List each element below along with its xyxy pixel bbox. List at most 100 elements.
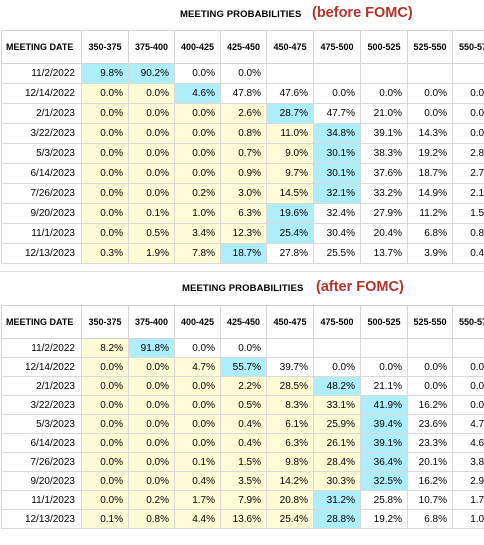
probability-cell: 0.0% bbox=[174, 123, 221, 144]
probability-cell: 0.0% bbox=[174, 103, 221, 124]
probability-cell: 0.0% bbox=[452, 357, 484, 377]
probability-cell: 6.8% bbox=[407, 223, 453, 244]
meeting-date-cell: 11/2/2022 bbox=[1, 338, 82, 358]
probability-cell: 0.4% bbox=[220, 433, 267, 453]
probability-cell: 0.0% bbox=[128, 123, 175, 144]
probability-cell: 9.8% bbox=[81, 63, 129, 84]
probability-cell: 1.7% bbox=[174, 490, 221, 510]
probability-cell: 0.0% bbox=[174, 63, 221, 84]
probability-cell: 0.0% bbox=[128, 163, 175, 184]
meeting-date-cell: 9/20/2023 bbox=[1, 203, 82, 224]
column-header-500-525: 500-525 bbox=[360, 30, 408, 64]
probability-cell bbox=[313, 63, 361, 84]
probability-cell: 25.5% bbox=[313, 243, 361, 264]
probability-cell: 0.0% bbox=[128, 376, 175, 396]
probability-cell: 18.7% bbox=[407, 163, 453, 184]
column-header-450-475: 450-475 bbox=[266, 30, 314, 64]
probability-cell: 0.8% bbox=[452, 223, 484, 244]
header-row: MEETING DATE 350-375 375-400 400-425 425-450… bbox=[1, 305, 484, 339]
probability-cell: 0.0% bbox=[174, 338, 221, 358]
probability-cell: 0.1% bbox=[128, 203, 175, 224]
probability-cell: 0.0% bbox=[174, 395, 221, 415]
probability-cell: 0.0% bbox=[128, 471, 175, 491]
column-header-date: MEETING DATE bbox=[1, 305, 82, 339]
probability-cell: 14.2% bbox=[266, 471, 314, 491]
meeting-date-cell: 7/26/2023 bbox=[1, 183, 82, 204]
probability-cell: 0.0% bbox=[81, 123, 129, 144]
probability-cell: 7.8% bbox=[174, 243, 221, 264]
probability-cell: 32.1% bbox=[313, 183, 361, 204]
probability-cell: 25.4% bbox=[266, 223, 314, 244]
probability-cell: 39.1% bbox=[360, 433, 408, 453]
probability-cell: 0.0% bbox=[174, 414, 221, 434]
probability-cell: 0.0% bbox=[452, 103, 484, 124]
probability-cell: 34.8% bbox=[313, 123, 361, 144]
column-header-475-500: 475-500 bbox=[313, 30, 361, 64]
probability-cell: 0.0% bbox=[452, 395, 484, 415]
meeting-date-cell: 12/14/2022 bbox=[1, 357, 82, 377]
probability-cell: 11.2% bbox=[407, 203, 453, 224]
probability-cell: 13.7% bbox=[360, 243, 408, 264]
probability-cell: 0.0% bbox=[452, 123, 484, 144]
probability-cell bbox=[452, 63, 484, 84]
table-row: 3/22/2023 0.0% 0.0% 0.0% 0.8% 11.0% 34.8% 39.1%… bbox=[1, 123, 484, 144]
probability-cell: 0.0% bbox=[174, 143, 221, 164]
column-header-425-450: 425-450 bbox=[220, 30, 267, 64]
table-row: 11/2/2022 8.2% 91.8% 0.0% 0.0% bbox=[1, 338, 484, 358]
meeting-date-cell: 6/14/2023 bbox=[1, 433, 82, 453]
probability-cell: 0.0% bbox=[313, 357, 361, 377]
panel-before-fomc: MEETING PROBABILITIES (before FOMC) MEET… bbox=[0, 0, 484, 264]
probability-cell: 2.7% bbox=[452, 163, 484, 184]
table-row: 11/1/2023 0.0% 0.2% 1.7% 7.9% 20.8% 31.2% 25.8%… bbox=[1, 490, 484, 510]
probability-cell bbox=[407, 63, 453, 84]
probability-cell: 2.8% bbox=[452, 143, 484, 164]
probability-cell: 0.0% bbox=[128, 433, 175, 453]
probability-cell: 14.9% bbox=[407, 183, 453, 204]
probability-cell: 0.0% bbox=[81, 163, 129, 184]
probability-cell: 26.1% bbox=[313, 433, 361, 453]
table-row: 9/20/2023 0.0% 0.1% 1.0% 6.3% 19.6% 32.4% 27.9%… bbox=[1, 203, 484, 224]
probability-cell: 8.2% bbox=[81, 338, 129, 358]
probability-cell: 39.1% bbox=[360, 123, 408, 144]
probability-cell: 0.0% bbox=[81, 83, 129, 104]
probability-cell: 1.0% bbox=[452, 509, 484, 529]
table-body: 11/2/2022 8.2% 91.8% 0.0% 0.0% 12/14/2022 0.0%… bbox=[1, 338, 484, 529]
probability-cell: 14.3% bbox=[407, 123, 453, 144]
probability-cell: 6.1% bbox=[266, 414, 314, 434]
probability-cell: 0.9% bbox=[220, 163, 267, 184]
probability-cell: 9.0% bbox=[266, 143, 314, 164]
probability-cell bbox=[266, 338, 314, 358]
column-header-475-500: 475-500 bbox=[313, 305, 361, 339]
probability-cell: 1.7% bbox=[452, 490, 484, 510]
probability-cell: 0.0% bbox=[407, 376, 453, 396]
probability-cell: 0.0% bbox=[128, 357, 175, 377]
probability-cell: 0.0% bbox=[174, 163, 221, 184]
header-row: MEETING DATE 350-375 375-400 400-425 425-450… bbox=[1, 30, 484, 64]
probability-cell: 0.0% bbox=[81, 203, 129, 224]
probability-cell: 41.9% bbox=[360, 395, 408, 415]
meeting-date-cell: 3/22/2023 bbox=[1, 395, 82, 415]
probability-cell: 2.9% bbox=[452, 471, 484, 491]
probability-cell: 28.8% bbox=[313, 509, 361, 529]
probability-cell: 16.2% bbox=[407, 471, 453, 491]
column-header-425-450: 425-450 bbox=[220, 305, 267, 339]
probability-cell: 48.2% bbox=[313, 376, 361, 396]
probability-cell: 55.7% bbox=[220, 357, 267, 377]
table-subtitle: (after FOMC) bbox=[316, 279, 404, 295]
table-title: MEETING PROBABILITIES bbox=[182, 283, 304, 294]
table-row: 7/26/2023 0.0% 0.0% 0.1% 1.5% 9.8% 28.4% 36.4% 2… bbox=[1, 452, 484, 472]
probability-cell: 13.6% bbox=[220, 509, 267, 529]
meeting-date-cell: 5/3/2023 bbox=[1, 414, 82, 434]
probability-cell: 0.4% bbox=[174, 471, 221, 491]
probability-cell: 0.0% bbox=[174, 433, 221, 453]
column-header-450-475: 450-475 bbox=[266, 305, 314, 339]
probability-cell: 47.7% bbox=[313, 103, 361, 124]
probability-cell: 0.0% bbox=[220, 63, 267, 84]
probability-cell: 0.4% bbox=[452, 243, 484, 264]
meeting-date-cell: 3/22/2023 bbox=[1, 123, 82, 144]
probability-cell: 20.1% bbox=[407, 452, 453, 472]
probability-cell: 0.0% bbox=[174, 376, 221, 396]
table-row: 11/2/2022 9.8% 90.2% 0.0% 0.0% bbox=[1, 63, 484, 84]
probability-cell: 0.0% bbox=[81, 223, 129, 244]
probability-cell: 6.8% bbox=[407, 509, 453, 529]
